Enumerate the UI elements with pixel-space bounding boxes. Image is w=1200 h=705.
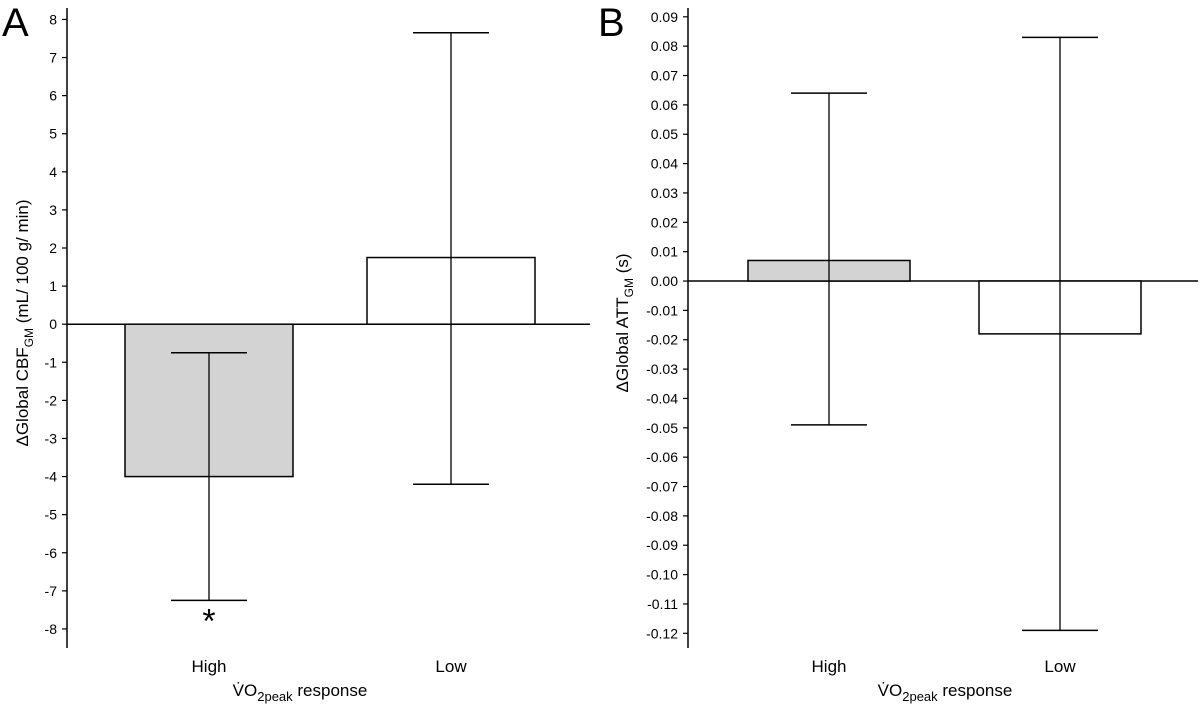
panel-b-y-tick-label: 0.06 bbox=[651, 97, 678, 113]
panel-b-y-tick-label: 0.01 bbox=[651, 244, 678, 260]
panel-b-y-tick-label: -0.10 bbox=[646, 567, 678, 583]
panel-a-y-tick-label: 8 bbox=[49, 11, 57, 27]
panel-a-plot: 8 7 6 5 4 3 2 1 0 -1 -2 -3 -4 -5 -6 -7 -8 High * Low bbox=[45, 8, 590, 676]
panel-b-y-tick-label: -0.09 bbox=[646, 537, 678, 553]
panel-a-y-tick-label: -6 bbox=[45, 545, 58, 561]
panel-a-y-tick-label: -5 bbox=[45, 507, 58, 523]
panel-b-y-tick-label: 0.03 bbox=[651, 185, 678, 201]
panel-b-y-tick-label: -0.08 bbox=[646, 508, 678, 524]
panel-a-significance-marker: * bbox=[202, 602, 215, 640]
panel-a-y-tick-label: 1 bbox=[49, 278, 57, 294]
panel-b-y-tick-label: -0.01 bbox=[646, 302, 678, 318]
panel-a-y-tick-label: -7 bbox=[45, 583, 58, 599]
panel-a-y-tick-label: -1 bbox=[45, 354, 58, 370]
panel-b-plot: 0.09 0.08 0.07 0.06 0.05 0.04 0.03 0.02 0.01 0.00… bbox=[646, 8, 1198, 676]
panel-b-letter: B bbox=[598, 1, 625, 45]
panel-a-y-tick-label: 2 bbox=[49, 240, 57, 256]
panel-a-y-axis-label: ΔGlobal CBFGM (mL/ 100 g/ min) bbox=[13, 199, 36, 446]
panel-a-y-tick-label: 6 bbox=[49, 88, 57, 104]
panel-b-y-tick-label: -0.11 bbox=[647, 596, 678, 612]
panel-b-y-tick-label: -0.06 bbox=[646, 449, 678, 465]
panel-a-letter: A bbox=[2, 1, 29, 45]
panel-a-category-label-high: High bbox=[192, 657, 227, 676]
panel-a-y-tick-label: -2 bbox=[45, 392, 58, 408]
panel-b-category-label-high: High bbox=[812, 657, 847, 676]
panel-a-category-label-low: Low bbox=[435, 657, 467, 676]
panel-b-y-tick-label: -0.04 bbox=[646, 390, 678, 406]
panel-a-y-tick-label: 0 bbox=[49, 316, 57, 332]
panel-a-y-tick-label: 3 bbox=[49, 202, 57, 218]
panel-a-y-tick-label: 7 bbox=[49, 50, 57, 66]
panel-b-category-label-low: Low bbox=[1044, 657, 1076, 676]
panel-b-y-tick-label: 0.05 bbox=[651, 126, 678, 142]
panel-a-y-tick-label: -3 bbox=[45, 430, 58, 446]
panel-b-y-tick-label: -0.05 bbox=[646, 420, 678, 436]
panel-b-y-axis-label: ΔGlobal ATTGM (s) bbox=[613, 253, 636, 392]
panel-b-y-tick-label: -0.07 bbox=[646, 479, 678, 495]
panel-b-y-tick-label: 0.00 bbox=[651, 273, 678, 289]
panel-a-y-tick-label: -4 bbox=[45, 469, 58, 485]
panel-b-y-tick-label: 0.02 bbox=[651, 214, 678, 230]
panel-a-x-axis-label: V̇O2peak response bbox=[233, 681, 368, 704]
panel-b-x-axis-label: V̇O2peak response bbox=[878, 681, 1013, 704]
panel-b: B 0.090.080.070.060.050.040.030.020.010.… bbox=[598, 1, 1198, 704]
panel-b-y-tick-label: 0.04 bbox=[651, 156, 678, 172]
panel-b-y-tick-label: 0.09 bbox=[651, 9, 678, 25]
panel-b-y-tick-label: 0.08 bbox=[651, 38, 678, 54]
panel-b-y-tick-label: 0.07 bbox=[651, 68, 678, 84]
panel-b-y-tick-label: -0.02 bbox=[646, 332, 678, 348]
panel-b-y-tick-label: -0.12 bbox=[646, 625, 678, 641]
panel-a-y-tick-label: -8 bbox=[45, 621, 58, 637]
panel-a: A 8 7 6 5 4 3 2 1 0 -1 -2 -3 -4 -5 -6 -7 -8 High * Low ΔGlo… bbox=[2, 1, 590, 704]
panel-b-y-tick-label: -0.03 bbox=[646, 361, 678, 377]
panel-a-y-tick-label: 4 bbox=[49, 164, 57, 180]
panel-a-y-tick-label: 5 bbox=[49, 126, 57, 142]
